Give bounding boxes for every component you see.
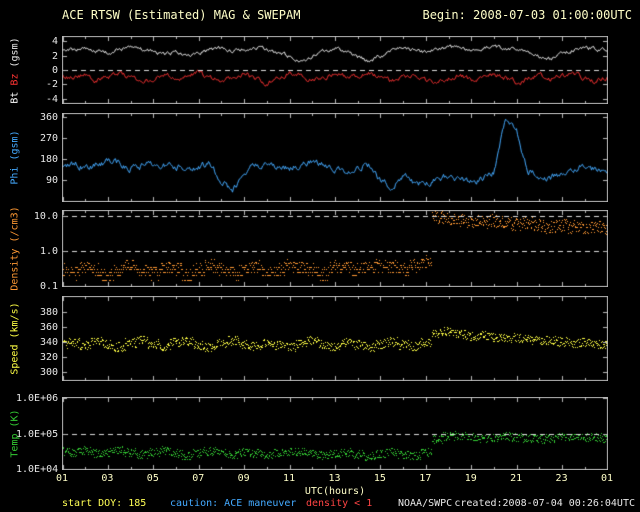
panel-density-plot	[62, 210, 608, 287]
footer-agency: NOAA/SWPC	[398, 498, 453, 509]
footer-caution-density: density < 1	[306, 498, 373, 509]
y-tick-label-phi: 180	[39, 153, 58, 165]
x-tick-label: 17	[419, 473, 432, 484]
y-tick-label-mag: 0	[51, 64, 58, 76]
panel-phi-plot	[62, 113, 608, 202]
y-tick-label-speed: 300	[39, 366, 58, 378]
x-tick-label: 01	[600, 473, 614, 484]
y-tick-label-phi: 270	[39, 132, 58, 144]
x-tick-label: 09	[237, 473, 250, 484]
y-tick-label-mag: -2	[45, 78, 58, 90]
y-tick-label-speed: 360	[39, 321, 58, 333]
x-axis-title: UTC(hours)	[304, 486, 366, 497]
panel-mag-plot	[62, 36, 608, 104]
y-tick-label-mag: 2	[51, 50, 58, 62]
footer-caution-maneuver: caution: ACE maneuver	[170, 498, 297, 509]
y-tick-label-mag: 4	[51, 35, 58, 47]
x-tick-label: 21	[510, 473, 523, 484]
x-tick-label: 11	[283, 473, 296, 484]
panel-temp-plot	[62, 397, 608, 470]
x-tick-label: 03	[101, 473, 114, 484]
y-tick-label-temp: 1.0E+04	[16, 463, 59, 475]
y-tick-label-mag: -4	[45, 93, 58, 105]
y-tick-label-density: 1.0	[39, 245, 58, 257]
x-tick-label: 01	[55, 473, 69, 484]
y-tick-label-phi: 90	[45, 174, 58, 186]
x-tick-label: 15	[373, 473, 386, 484]
panel-speed-plot	[62, 296, 608, 381]
footer-start-doy: start DOY: 185	[62, 498, 147, 509]
y-tick-label-speed: 340	[39, 336, 58, 348]
y-tick-label-density: 0.1	[39, 280, 58, 292]
y-tick-label-density: 10.0	[33, 210, 58, 222]
y-tick-label-temp: 1.0E+05	[16, 428, 59, 440]
x-tick-label: 07	[192, 473, 205, 484]
y-tick-label-speed: 380	[39, 306, 58, 318]
x-tick-label: 05	[146, 473, 159, 484]
y-tick-label-temp: 1.0E+06	[16, 392, 59, 404]
begin-timestamp: Begin: 2008-07-03 01:00:00UTC	[422, 8, 632, 22]
footer-created-timestamp: created:2008-07-04 00:26:04UTC	[454, 498, 635, 509]
y-tick-label-phi: 360	[39, 111, 58, 123]
plot-title: ACE RTSW (Estimated) MAG & SWEPAM	[62, 8, 301, 22]
x-tick-label: 19	[464, 473, 477, 484]
x-tick-label: 23	[555, 473, 568, 484]
x-tick-label: 13	[328, 473, 341, 484]
y-tick-label-speed: 320	[39, 351, 58, 363]
